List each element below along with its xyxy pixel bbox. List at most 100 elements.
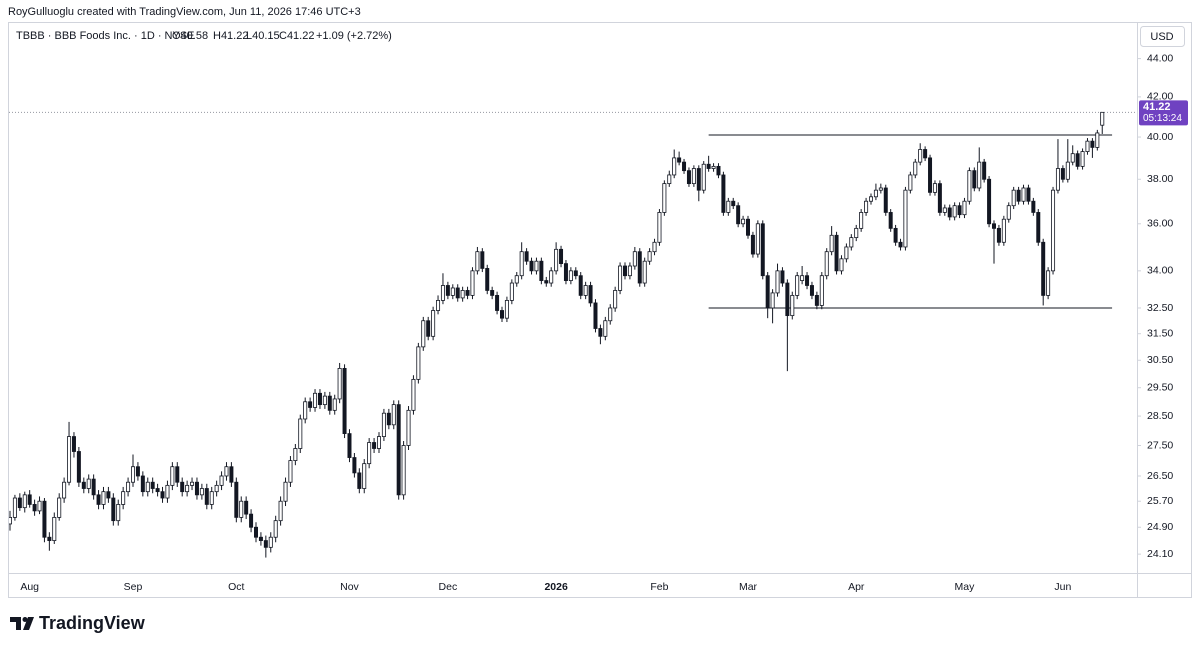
candle-body — [1065, 161, 1070, 180]
y-tick-label: 31.50 — [1147, 327, 1173, 339]
candle-body — [844, 246, 849, 260]
candle-body — [170, 466, 175, 486]
candle-body — [686, 170, 691, 185]
candle-body — [996, 227, 1001, 243]
candle-body — [327, 395, 332, 411]
logo-mark — [10, 617, 21, 630]
candle-body — [627, 265, 632, 277]
candle-body — [37, 500, 42, 512]
candle-body — [91, 478, 96, 496]
candle-body — [952, 205, 957, 218]
currency[interactable]: USD — [1150, 31, 1173, 43]
candle-body — [864, 200, 869, 213]
candle-body — [450, 287, 455, 296]
candle-body — [652, 241, 657, 253]
candle-body — [32, 504, 37, 512]
candle-body — [135, 466, 140, 477]
candle-body — [180, 481, 185, 493]
candle-body — [465, 290, 470, 296]
x-tick-label: Nov — [340, 581, 359, 593]
candle-body — [165, 484, 170, 499]
candle-body — [913, 161, 918, 176]
candle-body — [401, 445, 406, 496]
candle-body — [126, 481, 131, 493]
candle-body — [229, 466, 234, 483]
candle-body — [573, 270, 578, 277]
candle-body — [342, 367, 347, 435]
candle-body — [706, 163, 711, 169]
candle-body — [1016, 189, 1021, 202]
candle-body — [288, 460, 293, 483]
candle-body — [52, 516, 57, 541]
candle-body — [819, 275, 824, 306]
candle-body — [352, 457, 357, 474]
candle-body — [696, 168, 701, 191]
x-tick-label: Apr — [848, 581, 865, 593]
candle-body — [755, 223, 760, 255]
candle-body — [57, 497, 62, 518]
candle-body — [396, 404, 401, 496]
candle-body — [460, 290, 465, 299]
candle-body — [1070, 153, 1075, 163]
candle-body — [721, 174, 726, 213]
candle-body — [987, 178, 992, 225]
candle-body — [839, 258, 844, 272]
legend: TBBB · BBB Foods Inc. · 1D · NYSE O40.58… — [16, 30, 392, 42]
candle-body — [47, 536, 52, 541]
candle-body — [741, 218, 746, 225]
candle-body — [583, 285, 588, 296]
candle-body — [209, 491, 214, 505]
candle-body — [957, 205, 962, 216]
candle-body — [367, 442, 372, 465]
candle-body — [303, 401, 308, 420]
x-tick-label: Aug — [20, 581, 39, 593]
candle-body — [436, 300, 441, 311]
candle-body — [642, 260, 647, 284]
y-tick-label: 38.00 — [1147, 173, 1173, 185]
candle-body — [711, 165, 716, 169]
candle-body — [962, 200, 967, 216]
candle-body — [824, 251, 829, 277]
candle-body — [440, 285, 445, 301]
candle-body — [667, 174, 672, 185]
candle-body — [1046, 270, 1051, 296]
candle-body — [504, 300, 509, 319]
candle-body — [391, 404, 396, 426]
x-tick-label: Oct — [228, 581, 244, 593]
candle-body — [22, 494, 27, 509]
candle-body — [499, 310, 504, 319]
candle-body — [490, 290, 495, 296]
candle-body — [1100, 111, 1105, 126]
candle-body — [977, 161, 982, 189]
candle-body — [71, 436, 76, 452]
candle-body — [445, 285, 450, 296]
currency-box[interactable] — [1140, 26, 1185, 47]
y-tick-label: 25.70 — [1147, 495, 1173, 507]
candle-body — [337, 367, 342, 400]
candle-body — [834, 234, 839, 272]
candle-body — [1090, 140, 1095, 148]
last-price-box — [1139, 100, 1188, 126]
candle-body — [947, 207, 952, 218]
candle-body — [406, 409, 411, 446]
candle-body — [76, 451, 81, 483]
candle-body — [175, 466, 180, 483]
candle-body — [431, 310, 436, 337]
candle-body — [736, 205, 741, 225]
y-tick-label: 32.50 — [1147, 302, 1173, 314]
candle-body — [716, 165, 721, 176]
x-tick-label: Sep — [124, 581, 143, 593]
candle-body — [785, 282, 790, 317]
candle-body — [814, 295, 819, 306]
candle-body — [647, 251, 652, 262]
footer-logo: TradingView — [10, 613, 146, 633]
legend-high: H41.22 — [213, 30, 248, 42]
candle-body — [657, 212, 662, 243]
candle-body — [908, 174, 913, 191]
candle-body — [529, 260, 534, 272]
y-tick-label: 26.50 — [1147, 470, 1173, 482]
candle-body — [268, 536, 273, 548]
x-tick-label: Mar — [739, 581, 758, 593]
candle-body — [62, 481, 67, 499]
